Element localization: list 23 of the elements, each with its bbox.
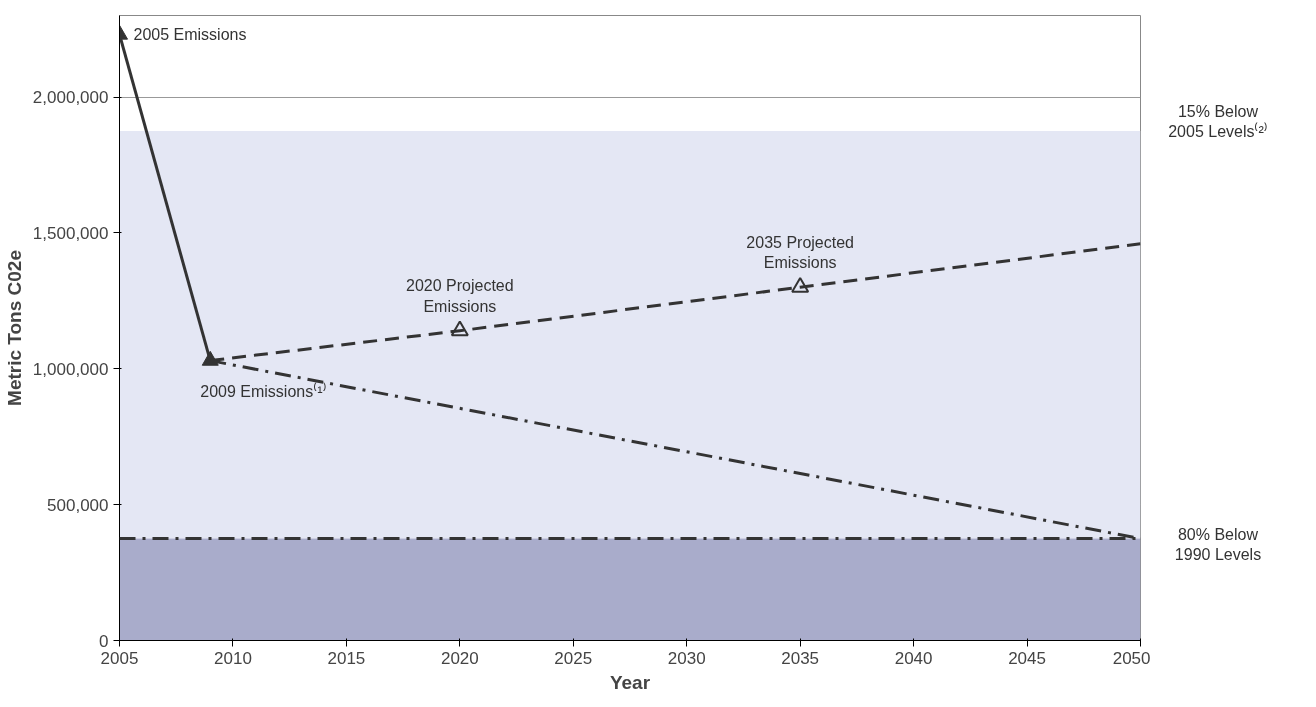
- annotation: 2009 Emissions⁽¹⁾: [200, 381, 327, 400]
- x-tick-label: 2040: [894, 648, 933, 668]
- y-tick-label: 1,500,000: [32, 223, 109, 243]
- x-tick-label: 2020: [440, 648, 479, 668]
- x-tick-label: 2050: [1112, 648, 1151, 668]
- y-tick-label: 1,000,000: [32, 359, 109, 379]
- y-tick-label: 500,000: [47, 495, 109, 515]
- ref-line-label: 80% Below 1990 Levels: [1174, 525, 1262, 564]
- x-tick-label: 2035: [781, 648, 820, 668]
- x-tick-label: 2005: [100, 648, 139, 668]
- annotation: 2020 Projected Emissions: [406, 277, 514, 315]
- x-axis-title: Year: [609, 671, 651, 693]
- annotation: 2005 Emissions: [133, 26, 247, 44]
- y-tick-label: 0: [99, 631, 109, 651]
- x-tick-label: 2015: [327, 648, 366, 668]
- y-tick-label: 2,000,000: [32, 88, 109, 108]
- x-tick-label: 2030: [667, 648, 706, 668]
- band-label: 15% Below 2005 Levels⁽²⁾: [1168, 102, 1268, 141]
- x-tick-label: 2045: [1008, 648, 1046, 668]
- x-tick-label: 2010: [214, 648, 252, 668]
- y-axis-title: Metric Tons C02e: [3, 250, 25, 406]
- annotation: 2035 Projected Emissions: [746, 233, 854, 272]
- x-tick-label: 2025: [554, 648, 593, 668]
